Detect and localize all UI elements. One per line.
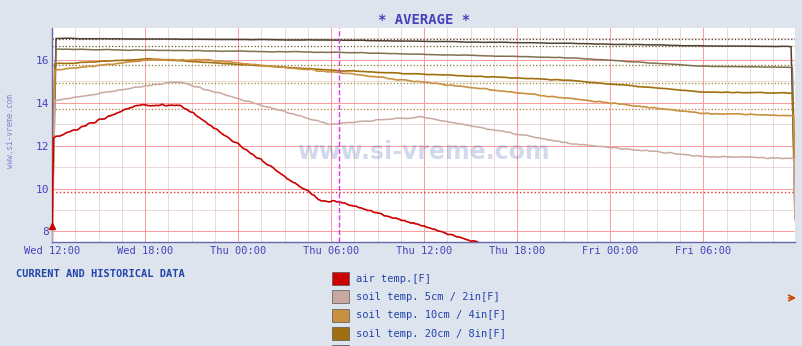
- Text: www.si-vreme.com: www.si-vreme.com: [297, 140, 549, 164]
- Text: www.si-vreme.com: www.si-vreme.com: [6, 94, 15, 169]
- Text: soil temp. 10cm / 4in[F]: soil temp. 10cm / 4in[F]: [355, 310, 505, 320]
- Text: soil temp. 5cm / 2in[F]: soil temp. 5cm / 2in[F]: [355, 292, 499, 302]
- Text: soil temp. 20cm / 8in[F]: soil temp. 20cm / 8in[F]: [355, 329, 505, 338]
- Text: air temp.[F]: air temp.[F]: [355, 274, 430, 283]
- Title: * AVERAGE *: * AVERAGE *: [377, 12, 469, 27]
- Text: CURRENT AND HISTORICAL DATA: CURRENT AND HISTORICAL DATA: [16, 269, 184, 279]
